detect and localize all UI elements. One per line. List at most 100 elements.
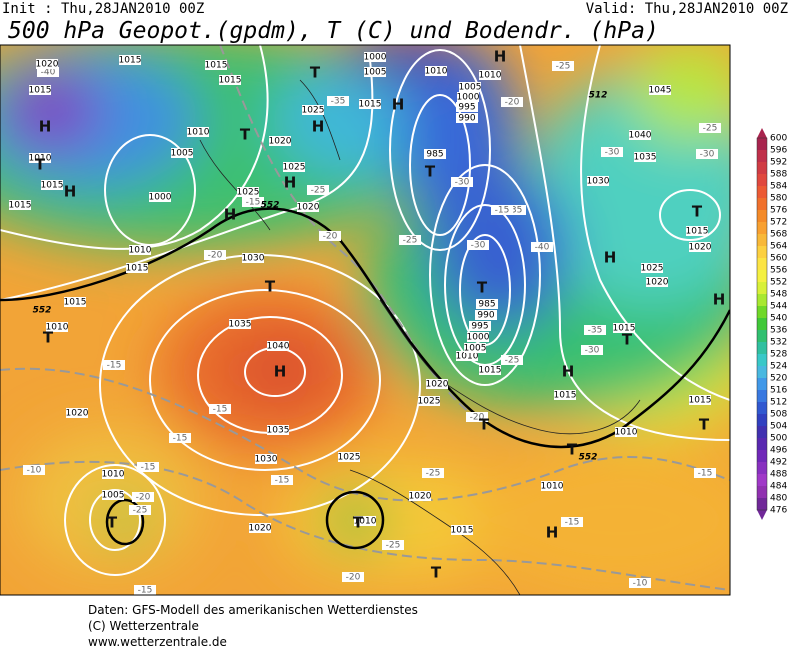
isobar-label-box — [205, 60, 227, 70]
isobar-label-box — [469, 321, 491, 331]
isotherm-label-box — [242, 197, 264, 207]
isobar-label-box — [451, 525, 473, 535]
isobar-label: 1025 — [302, 106, 325, 116]
isotherm-label-box — [319, 231, 341, 241]
isobar-label: 1035 — [267, 426, 290, 436]
colorbar-bottom-cap — [757, 510, 767, 520]
colorbar-band — [757, 462, 767, 475]
isobar-label: 1000 — [364, 53, 387, 63]
map-frame — [0, 44, 731, 596]
colorbar-top-cap — [757, 128, 767, 138]
colorbar-label: 476 — [770, 506, 787, 516]
isobar-label-box — [129, 245, 151, 255]
isobar-label-box — [229, 319, 251, 329]
isotherm-label: -30 — [471, 241, 486, 251]
isobar-label: 1020 — [269, 137, 292, 147]
isobar-label: 1010 — [541, 482, 564, 492]
isobar-label: 1020 — [426, 380, 449, 390]
isotherm-label-box — [467, 240, 489, 250]
isobar-label: 995 — [471, 322, 488, 332]
isobar-label-box — [456, 351, 478, 361]
colorbar-band — [757, 402, 767, 415]
isobar-label: 1005 — [102, 491, 125, 501]
isobar-label: 1010 — [425, 67, 448, 77]
isobar-label: 985 — [426, 150, 443, 160]
colorbar: 600 596 592 588 584 580 576 572 568 564 560 556 552 5… — [756, 128, 787, 520]
isotherm-label-box — [23, 465, 45, 475]
isobar-label-box — [29, 85, 51, 95]
isobar-label: 1015 — [359, 100, 382, 110]
pressure-center: T — [240, 126, 251, 144]
isobar-label-box — [9, 200, 31, 210]
contour-label: 552 — [579, 453, 598, 463]
isotherm-label-box — [169, 433, 191, 443]
isobar-label: 1015 — [9, 201, 32, 211]
pressure-center: H — [546, 524, 559, 542]
isobar-label: 1010 — [615, 428, 638, 438]
isobar-label: 990 — [477, 311, 494, 321]
isobar-label-box — [102, 490, 124, 500]
isobar-label-box — [267, 341, 289, 351]
isobar-label: 1000 — [457, 93, 480, 103]
pressure-center: T — [692, 203, 703, 221]
isotherm-label-box — [694, 468, 716, 478]
isotherm-label: -15 — [141, 463, 156, 473]
colorbar-band — [757, 138, 767, 151]
isobar-label-box — [475, 310, 497, 320]
colorbar-label: 520 — [770, 374, 787, 384]
isobar-label: 1015 — [29, 86, 52, 96]
isobar-label: 1040 — [629, 131, 652, 141]
isotherm-label: -15 — [173, 434, 188, 444]
isotherm-label: -30 — [700, 150, 715, 160]
pressure-center: T — [477, 279, 488, 297]
isotherm-label: -30 — [605, 148, 620, 158]
pressure-center: H — [224, 206, 237, 224]
pressure-center: H — [274, 363, 287, 381]
isotherm-label-box — [451, 177, 473, 187]
colorbar-label: 568 — [770, 230, 787, 240]
isobar-label-box — [36, 59, 58, 69]
colorbar-label: 480 — [770, 494, 787, 504]
isotherm-label: -15 — [698, 469, 713, 479]
colorbar-band — [757, 354, 767, 367]
isotherm-label-box — [137, 462, 159, 472]
isobar-label-box — [219, 75, 241, 85]
colorbar-label: 564 — [770, 242, 787, 252]
isobar-label: 1030 — [255, 455, 278, 465]
isobar-label-box — [426, 379, 448, 389]
isotherm-label-box — [466, 412, 488, 422]
pressure-center: T — [310, 64, 321, 82]
colorbar-band — [757, 330, 767, 343]
colorbar-label: 600 — [770, 134, 787, 144]
isobar-label: 990 — [458, 114, 475, 124]
colorbar-label: 536 — [770, 326, 787, 336]
isobar-label: 1015 — [126, 264, 149, 274]
isobar-label: 1015 — [686, 227, 709, 237]
isobar-label: 985 — [478, 300, 495, 310]
isotherm-label: -15 — [246, 198, 261, 208]
colorbar-band — [757, 150, 767, 163]
isobar-label: 1030 — [587, 177, 610, 187]
colorbar-band — [757, 234, 767, 247]
isotherm-label-box — [103, 360, 125, 370]
isotherm-label-box — [501, 355, 523, 365]
isobar-label-box — [686, 226, 708, 236]
isotherm-label: -20 — [470, 413, 485, 423]
isotherm-label-box — [531, 242, 553, 252]
contour-label: 512 — [589, 91, 608, 101]
pressure-center: H — [604, 249, 617, 267]
isobar-label: 1025 — [338, 453, 361, 463]
isobar-label: 1025 — [641, 264, 664, 274]
isobar-label-box — [634, 152, 656, 162]
isobar-label-box — [424, 149, 446, 159]
isobar-label: 1020 — [297, 203, 320, 213]
isotherm-label: -20 — [208, 251, 223, 261]
isotherm-label-box — [504, 205, 526, 215]
colorbar-band — [757, 498, 767, 511]
isotherm-label-box — [552, 61, 574, 71]
valid-time: Valid: Thu,28JAN2010 00Z — [586, 1, 788, 17]
isobar-label-box — [187, 127, 209, 137]
pressure-center: H — [494, 48, 507, 66]
colorbar-band — [757, 438, 767, 451]
isotherm-label-box — [581, 345, 603, 355]
